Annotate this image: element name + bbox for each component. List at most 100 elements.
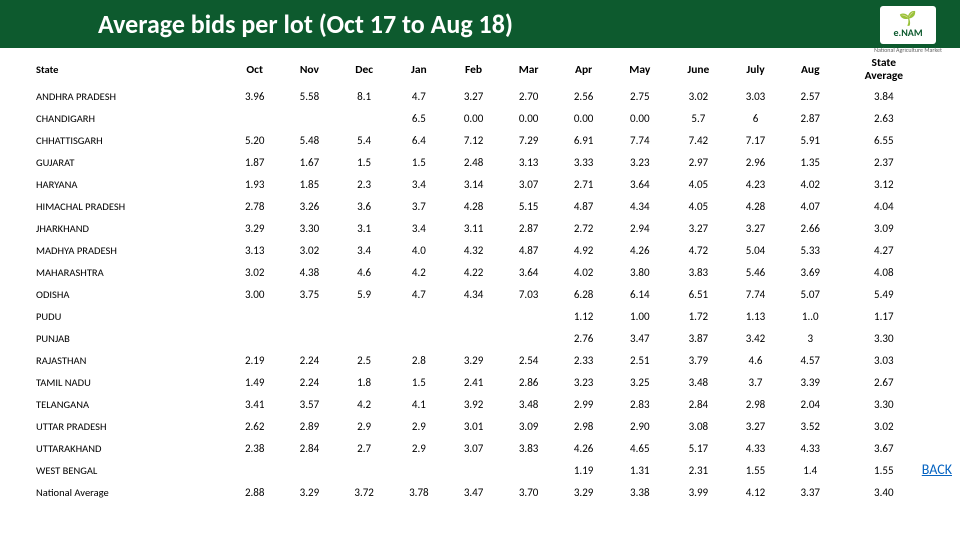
data-cell: 6.91 <box>556 129 611 151</box>
data-cell: 2.19 <box>227 349 282 371</box>
table-row: UTTAR PRADESH2.622.892.92.93.013.092.982… <box>30 415 930 437</box>
table-row: JHARKHAND3.293.303.13.43.112.872.722.943… <box>30 217 930 239</box>
data-cell: 3.09 <box>838 217 930 239</box>
data-cell: 2.24 <box>282 371 337 393</box>
data-cell: 2.88 <box>227 481 282 503</box>
data-cell: 2.71 <box>556 173 611 195</box>
table-row: RAJASTHAN2.192.242.52.83.292.542.332.513… <box>30 349 930 371</box>
data-cell: 4.02 <box>783 173 838 195</box>
data-cell: 4.08 <box>838 261 930 283</box>
data-cell: 2.51 <box>611 349 669 371</box>
data-cell: 2.76 <box>556 327 611 349</box>
data-cell: 6.55 <box>838 129 930 151</box>
table-row: UTTARAKHAND2.382.842.72.93.073.834.264.6… <box>30 437 930 459</box>
data-cell <box>227 327 282 349</box>
data-cell: 3.27 <box>446 85 501 107</box>
logo-box: 🌱 e.NAM <box>880 6 936 44</box>
data-cell <box>392 459 447 481</box>
data-cell: 5.20 <box>227 129 282 151</box>
bids-table: StateOctNovDecJanFebMarAprMayJuneJulyAug… <box>30 54 930 503</box>
data-cell: 1.55 <box>838 459 930 481</box>
data-cell: 4.23 <box>728 173 783 195</box>
data-cell: 3.07 <box>501 173 556 195</box>
data-cell: 2.89 <box>282 415 337 437</box>
col-header: StateAverage <box>838 54 930 85</box>
data-cell: 4.32 <box>446 239 501 261</box>
content-area: StateOctNovDecJanFebMarAprMayJuneJulyAug… <box>0 48 960 503</box>
data-cell: 3.6 <box>337 195 392 217</box>
data-cell: 3.4 <box>337 239 392 261</box>
data-cell: 4.34 <box>611 195 669 217</box>
data-cell: 1.49 <box>227 371 282 393</box>
table-head: StateOctNovDecJanFebMarAprMayJuneJulyAug… <box>30 54 930 85</box>
data-cell: 1.13 <box>728 305 783 327</box>
data-cell <box>337 107 392 129</box>
data-cell: 2.56 <box>556 85 611 107</box>
data-cell: 3.57 <box>282 393 337 415</box>
data-cell <box>282 459 337 481</box>
data-cell: 2.72 <box>556 217 611 239</box>
table-row: TAMIL NADU1.492.241.81.52.412.863.233.25… <box>30 371 930 393</box>
data-cell: 3.08 <box>669 415 729 437</box>
data-cell: 1.72 <box>669 305 729 327</box>
data-cell: 1.8 <box>337 371 392 393</box>
data-cell <box>227 305 282 327</box>
col-header: July <box>728 54 783 85</box>
data-cell: 1.17 <box>838 305 930 327</box>
data-cell: 3.14 <box>446 173 501 195</box>
data-cell: 4.2 <box>392 261 447 283</box>
data-cell: 3.70 <box>501 481 556 503</box>
data-cell: 6.28 <box>556 283 611 305</box>
row-label: UTTAR PRADESH <box>30 415 227 437</box>
data-cell: 4.7 <box>392 85 447 107</box>
data-cell: 1.93 <box>227 173 282 195</box>
row-label: TELANGANA <box>30 393 227 415</box>
data-cell: 4.27 <box>838 239 930 261</box>
data-cell: 2.94 <box>611 217 669 239</box>
data-cell <box>337 327 392 349</box>
row-label: MAHARASHTRA <box>30 261 227 283</box>
data-cell: 3.72 <box>337 481 392 503</box>
data-cell: 1.5 <box>392 371 447 393</box>
data-cell: 3.13 <box>227 239 282 261</box>
data-cell: 2.38 <box>227 437 282 459</box>
data-cell: 2.3 <box>337 173 392 195</box>
data-cell: 4.92 <box>556 239 611 261</box>
data-cell: 2.33 <box>556 349 611 371</box>
data-cell <box>337 459 392 481</box>
data-cell: 2.9 <box>392 415 447 437</box>
data-cell: 2.63 <box>838 107 930 129</box>
data-cell: 3.30 <box>282 217 337 239</box>
data-cell: 3.30 <box>838 327 930 349</box>
data-cell: 5.15 <box>501 195 556 217</box>
data-cell: 4.6 <box>728 349 783 371</box>
col-header: May <box>611 54 669 85</box>
table-row: CHHATTISGARH5.205.485.46.47.127.296.917.… <box>30 129 930 151</box>
data-cell: 2.70 <box>501 85 556 107</box>
data-cell: 2.67 <box>838 371 930 393</box>
data-cell: 3.4 <box>392 173 447 195</box>
data-cell: 4.26 <box>556 437 611 459</box>
data-cell: 3.52 <box>783 415 838 437</box>
row-label: GUJARAT <box>30 151 227 173</box>
data-cell: 3.96 <box>227 85 282 107</box>
data-cell: 4.12 <box>728 481 783 503</box>
data-cell: 3.84 <box>838 85 930 107</box>
data-cell: 4.0 <box>392 239 447 261</box>
data-cell: 2.86 <box>501 371 556 393</box>
data-cell: 4.87 <box>501 239 556 261</box>
data-cell: 2.5 <box>337 349 392 371</box>
table-row: CHANDIGARH6.50.000.000.000.005.762.872.6… <box>30 107 930 129</box>
data-cell: 2.99 <box>556 393 611 415</box>
data-cell: 1.12 <box>556 305 611 327</box>
data-cell: 3.37 <box>783 481 838 503</box>
row-label: National Average <box>30 481 227 503</box>
data-cell: 2.78 <box>227 195 282 217</box>
data-cell: 3.83 <box>501 437 556 459</box>
data-cell: 3.48 <box>501 393 556 415</box>
data-cell: 2.98 <box>728 393 783 415</box>
back-link[interactable]: BACK <box>922 461 952 478</box>
data-cell <box>446 459 501 481</box>
data-cell: 1.67 <box>282 151 337 173</box>
data-cell: 1.00 <box>611 305 669 327</box>
